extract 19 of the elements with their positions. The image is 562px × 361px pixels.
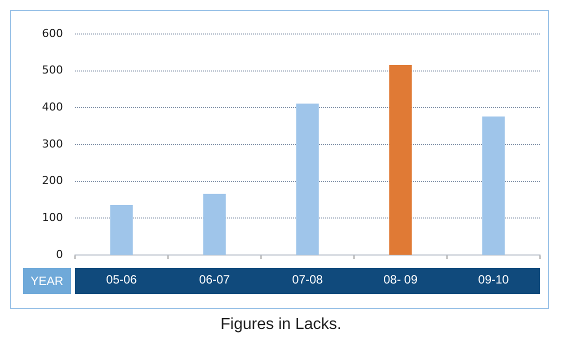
bar bbox=[203, 194, 226, 255]
y-tick-label: 500 bbox=[42, 64, 63, 77]
y-tick-label: 100 bbox=[42, 211, 63, 224]
bar bbox=[389, 64, 412, 255]
y-tick-label: 300 bbox=[42, 137, 63, 150]
y-tick-label: 200 bbox=[42, 174, 63, 188]
x-tick-label: 06-07 bbox=[199, 272, 230, 287]
x-tick-label: 07-08 bbox=[292, 272, 324, 287]
bar bbox=[482, 116, 505, 255]
x-tick-label: 09-10 bbox=[478, 272, 510, 287]
bar bbox=[110, 204, 133, 255]
y-tick-label: 400 bbox=[42, 100, 63, 114]
bar bbox=[296, 104, 319, 255]
text: Figures in Lacks. bbox=[220, 316, 342, 334]
x-tick-label: 05-06 bbox=[106, 272, 138, 287]
x-tick-label: 08- 09 bbox=[383, 272, 418, 287]
y-tick-label: 600 bbox=[42, 26, 63, 40]
x-axis-title: YEAR bbox=[23, 268, 71, 294]
y-tick-label: 0 bbox=[56, 248, 63, 261]
